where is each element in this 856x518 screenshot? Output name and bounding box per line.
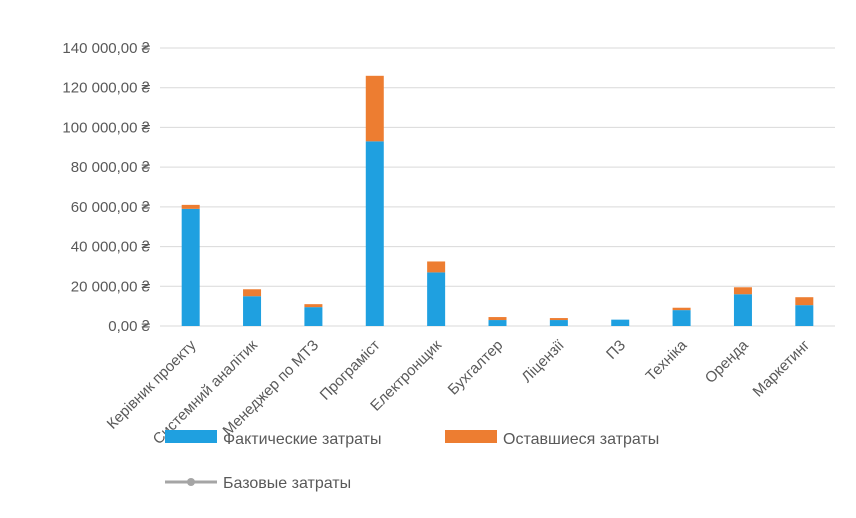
bar-actual-4 xyxy=(427,272,446,326)
x-category-label: Ліцензії xyxy=(518,336,568,386)
bar-actual-8 xyxy=(672,310,691,326)
bar-remaining-5 xyxy=(488,317,507,321)
x-category-label: Техніка xyxy=(643,336,691,384)
y-tick-label: 60 000,00 ₴ xyxy=(71,199,151,216)
bar-remaining-6 xyxy=(549,318,568,321)
x-category-label: Програміст xyxy=(317,337,384,404)
legend-label-base: Базовые затраты xyxy=(223,475,351,492)
x-category-label: Бухгалтер xyxy=(445,337,507,399)
bar-actual-3 xyxy=(365,141,384,326)
y-tick-label: 140 000,00 ₴ xyxy=(62,40,150,57)
gridlines xyxy=(160,47,835,327)
bar-actual-0 xyxy=(181,208,200,326)
y-axis-tick-labels: 0,00 ₴ 20 000,00 ₴ 40 000,00 ₴ 60 000,00 ₴ 8… xyxy=(62,40,150,335)
bar-actual-7 xyxy=(611,319,630,326)
legend-swatch-remaining xyxy=(445,430,497,443)
y-tick-label: 0,00 ₴ xyxy=(108,318,150,335)
legend: Фактические затраты Оставшиеся затраты Б… xyxy=(165,430,659,492)
bar-remaining-9 xyxy=(733,287,752,295)
bar-actual-6 xyxy=(549,320,568,326)
x-category-label: Маркетинг xyxy=(750,336,814,400)
bar-remaining-0 xyxy=(181,204,200,209)
legend-swatch-actual xyxy=(165,430,217,443)
bar-actual-5 xyxy=(488,320,507,326)
bar-remaining-4 xyxy=(427,261,446,273)
y-tick-label: 120 000,00 ₴ xyxy=(62,80,150,97)
x-category-label: Оренда xyxy=(702,336,752,386)
bars xyxy=(181,75,814,326)
x-category-label: ПЗ xyxy=(603,337,629,363)
bar-remaining-2 xyxy=(304,304,323,308)
bar-remaining-3 xyxy=(365,75,384,142)
legend-label-actual: Фактические затраты xyxy=(223,431,382,448)
y-tick-label: 20 000,00 ₴ xyxy=(71,278,151,295)
bar-actual-10 xyxy=(795,305,814,326)
bar-remaining-8 xyxy=(672,307,691,311)
y-tick-label: 40 000,00 ₴ xyxy=(71,239,151,256)
bar-actual-1 xyxy=(243,296,262,326)
y-tick-label: 100 000,00 ₴ xyxy=(62,119,150,136)
legend-swatch-base-marker xyxy=(187,478,195,486)
bar-actual-2 xyxy=(304,307,323,326)
bar-remaining-10 xyxy=(795,297,814,306)
y-tick-label: 80 000,00 ₴ xyxy=(71,159,151,176)
bar-remaining-1 xyxy=(243,289,262,297)
bar-actual-9 xyxy=(733,294,752,326)
legend-label-remaining: Оставшиеся затраты xyxy=(503,431,659,448)
